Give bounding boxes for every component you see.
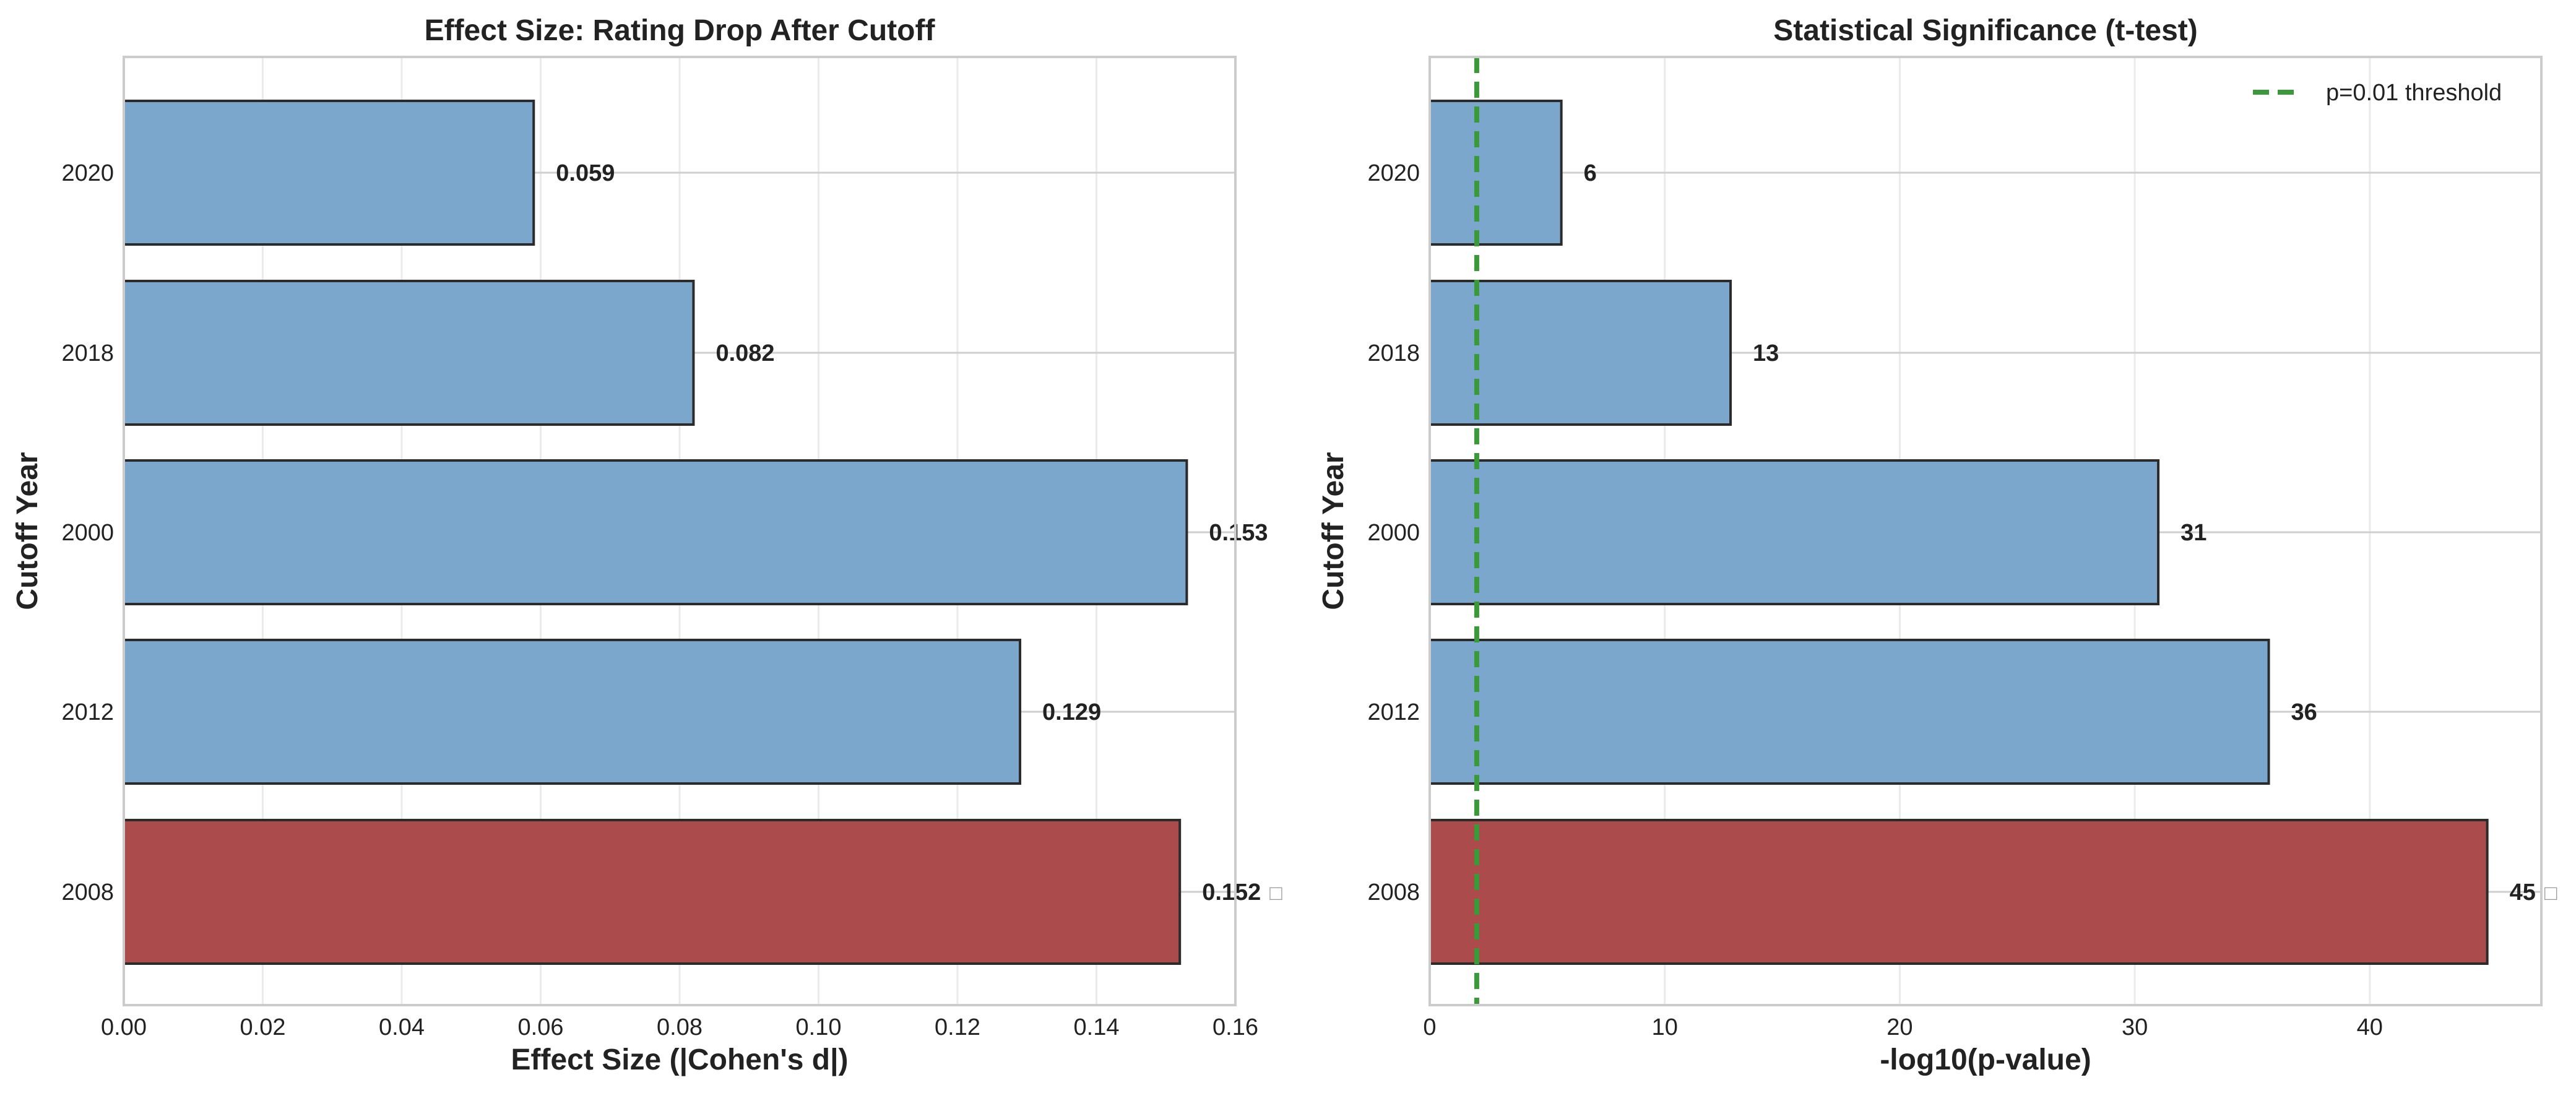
effect-size-x-tick-label: 0.12 (935, 1014, 980, 1040)
effect-size-y-tick-label: 2008 (61, 879, 114, 905)
significance-y-tick-label: 2000 (1367, 520, 1420, 546)
effect-size-highlight-mark: □ (1269, 881, 1282, 905)
significance-x-axis-label: -log10(p-value) (1880, 1043, 2091, 1076)
significance-bar-2008 (1428, 819, 2489, 965)
significance-bar-2000 (1428, 459, 2160, 605)
significance-x-tick-label: 10 (1652, 1014, 1678, 1040)
significance-x-tick-label: 0 (1423, 1014, 1436, 1040)
effect-size-x-tick-label: 0.04 (379, 1014, 425, 1040)
significance-data-label: 6 (1584, 160, 1597, 186)
effect-size-y-tick-label: 2018 (61, 340, 114, 366)
significance-x-tick-label: 40 (2357, 1014, 2383, 1040)
effect-size-plot-frame (123, 56, 1237, 1006)
effect-size-data-label: 0.059 (556, 160, 615, 186)
effect-size-y-tick-label: 2020 (61, 160, 114, 186)
effect-size-bar-2018 (123, 280, 695, 426)
significance-y-tick-label: 2020 (1367, 160, 1420, 186)
significance-x-tick-label: 20 (1887, 1014, 1913, 1040)
effect-size-y-ticks: 2020 2018 2000 2012 2008 (61, 160, 114, 905)
significance-highlight-mark: □ (2544, 881, 2557, 905)
effect-size-data-label: 0.082 (715, 340, 774, 366)
effect-size-data-label: 0.153 (1209, 520, 1268, 546)
significance-data-label: 13 (1753, 340, 1779, 366)
significance-x-ticks: 0 10 20 30 40 (1423, 1014, 2383, 1040)
significance-y-ticks: 2020 2018 2000 2012 2008 (1367, 160, 1420, 905)
significance-legend: p=0.01 threshold (2253, 80, 2502, 106)
significance-bars (1428, 100, 2489, 965)
effect-size-y-axis-label: Cutoff Year (11, 452, 44, 610)
effect-size-y-tick-label: 2000 (61, 520, 114, 546)
significance-chart: Statistical Significance (t-test) 6 13 31 3… (1317, 14, 2557, 1076)
effect-size-bars (123, 100, 1188, 965)
effect-size-bar-2012 (123, 639, 1022, 785)
effect-size-x-tick-label: 0.00 (101, 1014, 147, 1040)
effect-size-x-tick-label: 0.10 (796, 1014, 842, 1040)
effect-size-y-tick-label: 2012 (61, 699, 114, 725)
significance-y-tick-label: 2012 (1367, 699, 1420, 725)
effect-size-bar-2020 (123, 100, 535, 246)
significance-data-labels: 6 13 31 36 45 □ (1584, 160, 2557, 905)
significance-x-tick-label: 30 (2122, 1014, 2148, 1040)
effect-size-x-ticks: 0.00 0.02 0.04 0.06 0.08 0.10 0.12 0.14 0.16 (101, 1014, 1258, 1040)
effect-size-chart-title: Effect Size: Rating Drop After Cutoff (425, 14, 936, 47)
effect-size-data-label: 0.129 (1042, 699, 1101, 725)
effect-size-x-axis-label: Effect Size (|Cohen's d|) (511, 1043, 849, 1076)
significance-chart-title: Statistical Significance (t-test) (1773, 14, 2197, 47)
significance-y-axis-label: Cutoff Year (1317, 452, 1350, 610)
effect-size-x-tick-label: 0.02 (240, 1014, 286, 1040)
effect-size-x-tick-label: 0.08 (657, 1014, 702, 1040)
effect-size-x-tick-label: 0.06 (518, 1014, 564, 1040)
effect-size-chart: Effect Size: Rating Drop After Cutoff 0.… (11, 14, 1282, 1076)
effect-size-x-tick-label: 0.16 (1212, 1014, 1258, 1040)
significance-y-tick-label: 2008 (1367, 879, 1420, 905)
significance-data-label: 45 (2510, 879, 2536, 905)
significance-bar-2020 (1428, 100, 1563, 246)
significance-bar-2012 (1428, 639, 2270, 785)
legend-threshold-label: p=0.01 threshold (2326, 80, 2502, 106)
significance-bar-2018 (1428, 280, 1732, 426)
effect-size-data-label: 0.152 (1202, 879, 1261, 905)
significance-y-tick-label: 2018 (1367, 340, 1420, 366)
significance-data-label: 36 (2291, 699, 2317, 725)
significance-data-label: 31 (2181, 520, 2206, 546)
effect-size-bar-2000 (123, 459, 1188, 605)
effect-size-bar-2008 (123, 819, 1182, 965)
effect-size-x-tick-label: 0.14 (1074, 1014, 1120, 1040)
effect-size-data-labels: 0.059 0.082 0.153 0.129 0.152 □ (556, 160, 1282, 905)
significance-plot-frame (1428, 56, 2543, 1006)
